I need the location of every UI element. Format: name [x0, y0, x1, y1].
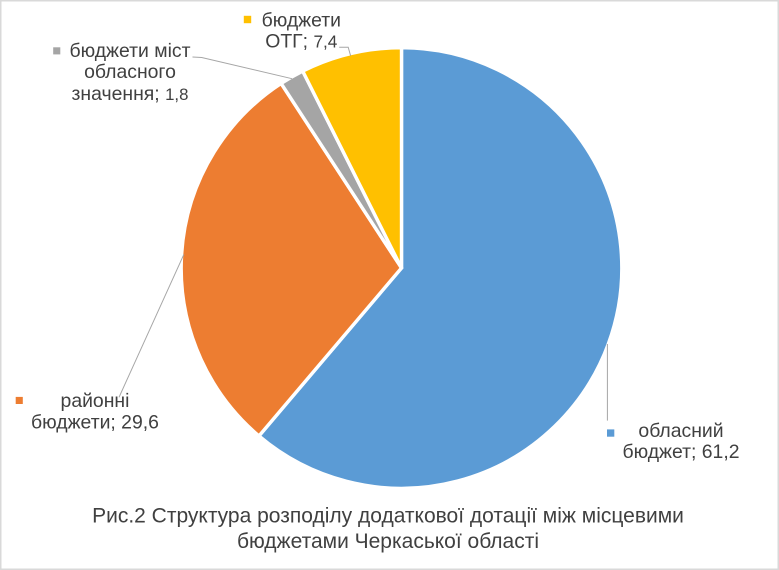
svg-text:ОТГ; 7,4: ОТГ; 7,4 — [265, 31, 338, 53]
svg-text:бюджети; 29,6: бюджети; 29,6 — [31, 412, 159, 434]
svg-text:бюджети: бюджети — [262, 9, 341, 31]
svg-text:районні: районні — [61, 390, 130, 412]
svg-text:обласного: обласного — [84, 61, 176, 83]
svg-text:Рис.2 Структура розподілу дода: Рис.2 Структура розподілу додаткової дот… — [92, 505, 684, 528]
svg-text:обласний: обласний — [638, 420, 723, 442]
svg-text:значення; 1,8: значення; 1,8 — [72, 83, 189, 105]
svg-text:бюджети міст: бюджети міст — [70, 40, 191, 62]
svg-text:бюджет; 61,2: бюджет; 61,2 — [622, 441, 739, 463]
svg-text:бюджетами Черкаської області: бюджетами Черкаської області — [237, 530, 539, 553]
